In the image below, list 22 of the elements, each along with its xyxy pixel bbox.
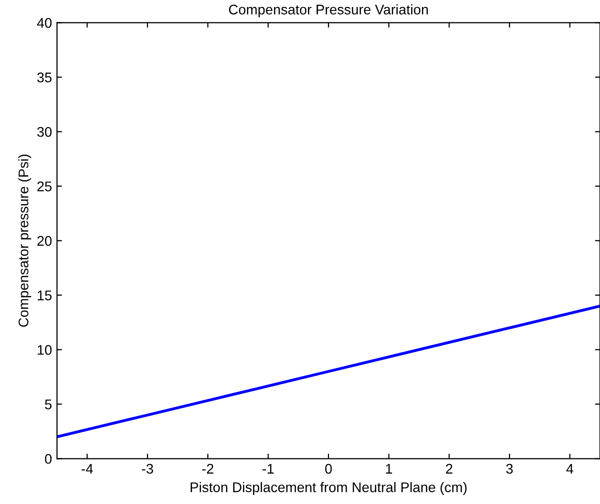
x-axis-title: Piston Displacement from Neutral Plane (cm) <box>190 482 467 495</box>
x-tick-label: -1 <box>262 464 274 474</box>
y-tick-label: 15 <box>38 290 52 300</box>
x-tick-label: 1 <box>386 464 392 474</box>
line-series <box>57 304 600 438</box>
y-tick-label: 25 <box>37 182 52 192</box>
y-tick-label: 40 <box>37 18 52 28</box>
x-tick-label: 2 <box>446 464 452 474</box>
x-tick-label: 0 <box>325 464 332 474</box>
chart-title: Compensator Pressure Variation <box>228 4 428 18</box>
y-tick-label: 35 <box>37 72 52 82</box>
x-tick-label: 3 <box>506 464 513 474</box>
y-tick-label: 30 <box>37 127 52 137</box>
y-tick-label: 5 <box>44 400 52 410</box>
x-tick-label: -2 <box>202 464 214 474</box>
y-tick-label: 20 <box>37 236 52 246</box>
y-axis-title: Compensator pressure (Psi) <box>18 154 32 327</box>
y-tick-label: 0 <box>44 454 52 464</box>
y-tick-label: 10 <box>38 344 52 355</box>
x-tick-label: 4 <box>566 464 574 474</box>
x-tick-label: -3 <box>142 464 154 474</box>
x-tick-label: -4 <box>82 464 93 474</box>
